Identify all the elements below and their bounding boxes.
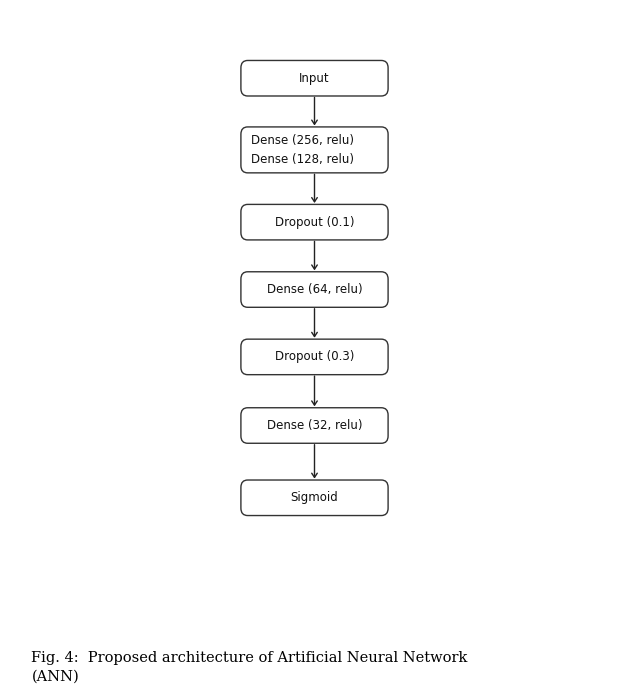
Text: Dropout (0.3): Dropout (0.3) (275, 350, 354, 363)
FancyBboxPatch shape (241, 339, 388, 374)
Text: Dense (64, relu): Dense (64, relu) (267, 283, 362, 296)
Text: Dense (32, relu): Dense (32, relu) (267, 419, 362, 432)
FancyBboxPatch shape (241, 271, 388, 308)
FancyBboxPatch shape (241, 408, 388, 443)
Text: Sigmoid: Sigmoid (291, 491, 338, 505)
FancyBboxPatch shape (241, 480, 388, 516)
Text: Dropout (0.1): Dropout (0.1) (275, 216, 354, 229)
FancyBboxPatch shape (241, 205, 388, 240)
Text: Dense (256, relu)
Dense (128, relu): Dense (256, relu) Dense (128, relu) (251, 134, 354, 166)
FancyBboxPatch shape (241, 61, 388, 96)
FancyBboxPatch shape (241, 127, 388, 173)
Text: Fig. 4:  Proposed architecture of Artificial Neural Network
(ANN): Fig. 4: Proposed architecture of Artific… (31, 651, 468, 683)
Text: Input: Input (299, 72, 330, 85)
